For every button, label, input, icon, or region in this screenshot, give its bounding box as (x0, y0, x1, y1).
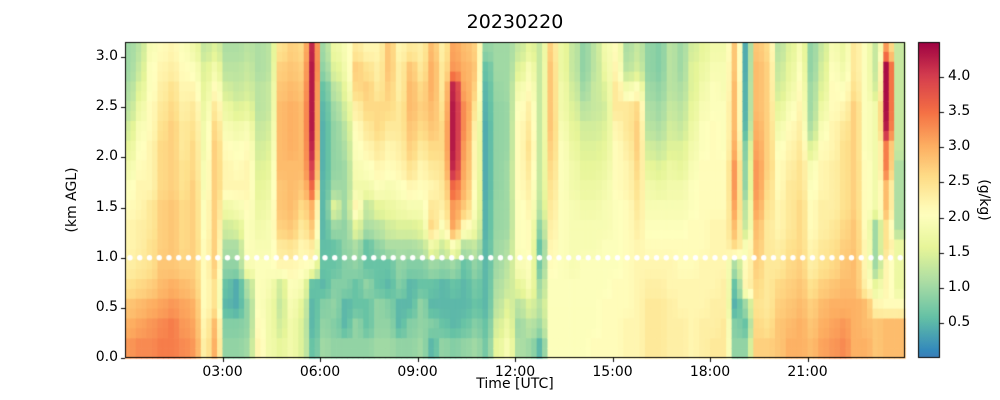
colorbar-tick-label: 3.0 (948, 138, 971, 155)
colorbar-tick-label: 3.5 (948, 103, 971, 120)
x-tick-label: 21:00 (787, 364, 828, 380)
colorbar-tick-label: 1.0 (948, 278, 971, 295)
x-tick-label: 06:00 (299, 364, 341, 380)
colorbar-tick-label: 4.0 (948, 68, 971, 85)
colorbar-tick-label: 1.5 (948, 243, 971, 260)
y-tick-label: 2.5 (95, 98, 118, 115)
y-tick-label: 0.5 (95, 298, 118, 315)
colorbar-tick-label: 2.5 (948, 173, 971, 190)
x-tick-label: 15:00 (592, 364, 633, 380)
x-tick-label: 09:00 (397, 364, 438, 380)
y-tick-label: 1.5 (95, 198, 118, 215)
y-tick-label: 1.0 (95, 248, 118, 265)
colorbar-tick-label: 2.0 (948, 208, 971, 225)
x-tick-label: 18:00 (689, 364, 731, 380)
y-tick-label: 3.0 (95, 48, 118, 65)
chart-title: 20230220 (466, 11, 564, 33)
x-tick-label: 12:00 (494, 364, 536, 380)
colorbar-tick-label: 0.5 (948, 313, 971, 330)
y-tick-label: 2.0 (95, 148, 118, 165)
x-axis-label: Time [UTC] (476, 376, 554, 392)
y-tick-label: 0.0 (95, 349, 118, 365)
x-tick-label: 03:00 (202, 364, 243, 380)
